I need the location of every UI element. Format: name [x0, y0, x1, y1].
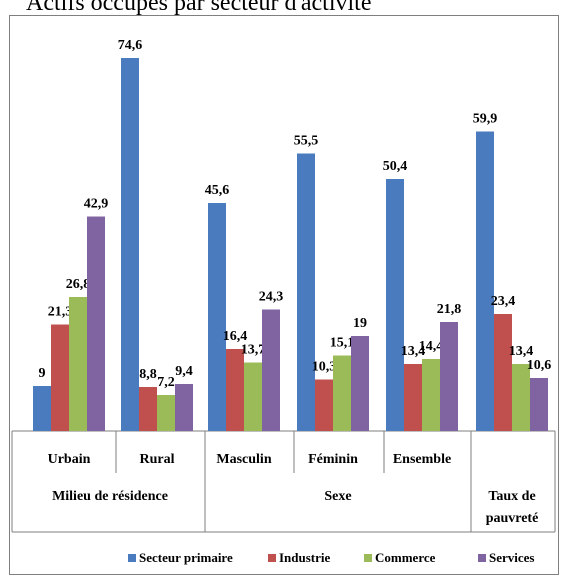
- data-label: 42,9: [84, 197, 109, 212]
- bar-commerce-feminin: [333, 355, 351, 431]
- group-label-taux-de-pauvrete-line1: Taux de: [488, 489, 535, 504]
- bar-secteur-primaire-feminin: [297, 153, 315, 431]
- bar-industrie-urbain: [51, 324, 69, 431]
- data-label: 45,6: [205, 183, 230, 198]
- bar-secteur-primaire-taux-de-pauvrete: [476, 131, 494, 431]
- tick-label-feminin: Féminin: [308, 452, 358, 467]
- data-label: 74,6: [118, 38, 143, 53]
- legend-label-services: Services: [489, 550, 534, 565]
- group-label-taux-de-pauvrete-line2: pauvreté: [486, 511, 539, 526]
- bar-secteur-primaire-rural: [121, 58, 139, 431]
- bar-commerce-masculin: [244, 362, 262, 431]
- bar-services-ensemble: [440, 322, 458, 431]
- bar-industrie-masculin: [226, 349, 244, 431]
- data-label: 24,3: [259, 290, 284, 305]
- legend-swatch-commerce: [364, 554, 372, 562]
- data-label: 59,9: [473, 112, 498, 127]
- bar-commerce-rural: [157, 395, 175, 431]
- bar-industrie-ensemble: [404, 364, 422, 431]
- group-label-milieu-de-residence: Milieu de résidence: [52, 489, 168, 504]
- data-label: 21,8: [437, 302, 462, 317]
- data-label: 21,3: [48, 305, 73, 320]
- data-label: 50,4: [383, 159, 408, 174]
- data-label: 26,8: [66, 277, 91, 292]
- data-label: 7,2: [157, 375, 175, 390]
- data-label: 16,4: [223, 329, 248, 344]
- data-label: 9: [39, 366, 46, 381]
- data-label: 10,3: [312, 360, 337, 375]
- bar-secteur-primaire-urbain: [33, 386, 51, 431]
- chart-title: Actifs occupés par secteur d'activité: [26, 0, 372, 16]
- data-label: 13,4: [509, 344, 534, 359]
- data-label: 13,7: [241, 343, 266, 358]
- data-label: 55,5: [294, 134, 319, 149]
- data-label: 10,6: [527, 358, 552, 373]
- bar-industrie-feminin: [315, 379, 333, 431]
- bar-industrie-taux-de-pauvrete: [494, 314, 512, 431]
- tick-label-ensemble: Ensemble: [393, 452, 451, 467]
- legend-label-commerce: Commerce: [375, 550, 436, 565]
- data-label: 14,4: [419, 339, 444, 354]
- bar-services-rural: [175, 384, 193, 431]
- legend-swatch-services: [478, 554, 486, 562]
- bar-services-urbain: [87, 216, 105, 431]
- legend-swatch-industrie: [268, 554, 276, 562]
- group-label-sexe: Sexe: [324, 489, 351, 504]
- data-label: 15,1: [330, 336, 355, 351]
- bar-secteur-primaire-ensemble: [386, 179, 404, 431]
- legend-swatch-secteur-primaire: [128, 554, 136, 562]
- data-label: 13,4: [401, 344, 426, 359]
- bar-services-masculin: [262, 309, 280, 431]
- bar-services-taux-de-pauvrete: [530, 378, 548, 431]
- legend-label-secteur-primaire: Secteur primaire: [139, 550, 233, 565]
- bar-commerce-taux-de-pauvrete: [512, 364, 530, 431]
- tick-label-urbain: Urbain: [48, 452, 91, 467]
- bar-commerce-ensemble: [422, 359, 440, 431]
- bar-commerce-urbain: [69, 297, 87, 431]
- tick-label-rural: Rural: [140, 452, 175, 467]
- tick-label-masculin: Masculin: [216, 452, 271, 467]
- bar-services-feminin: [351, 336, 369, 431]
- chart-frame: [9, 15, 559, 575]
- bar-secteur-primaire-masculin: [208, 203, 226, 431]
- data-label: 19: [353, 316, 367, 331]
- data-label: 9,4: [175, 364, 193, 379]
- data-label: 8,8: [139, 367, 157, 382]
- bar-industrie-rural: [139, 387, 157, 431]
- legend-label-industrie: Industrie: [279, 550, 331, 565]
- data-label: 23,4: [491, 294, 516, 309]
